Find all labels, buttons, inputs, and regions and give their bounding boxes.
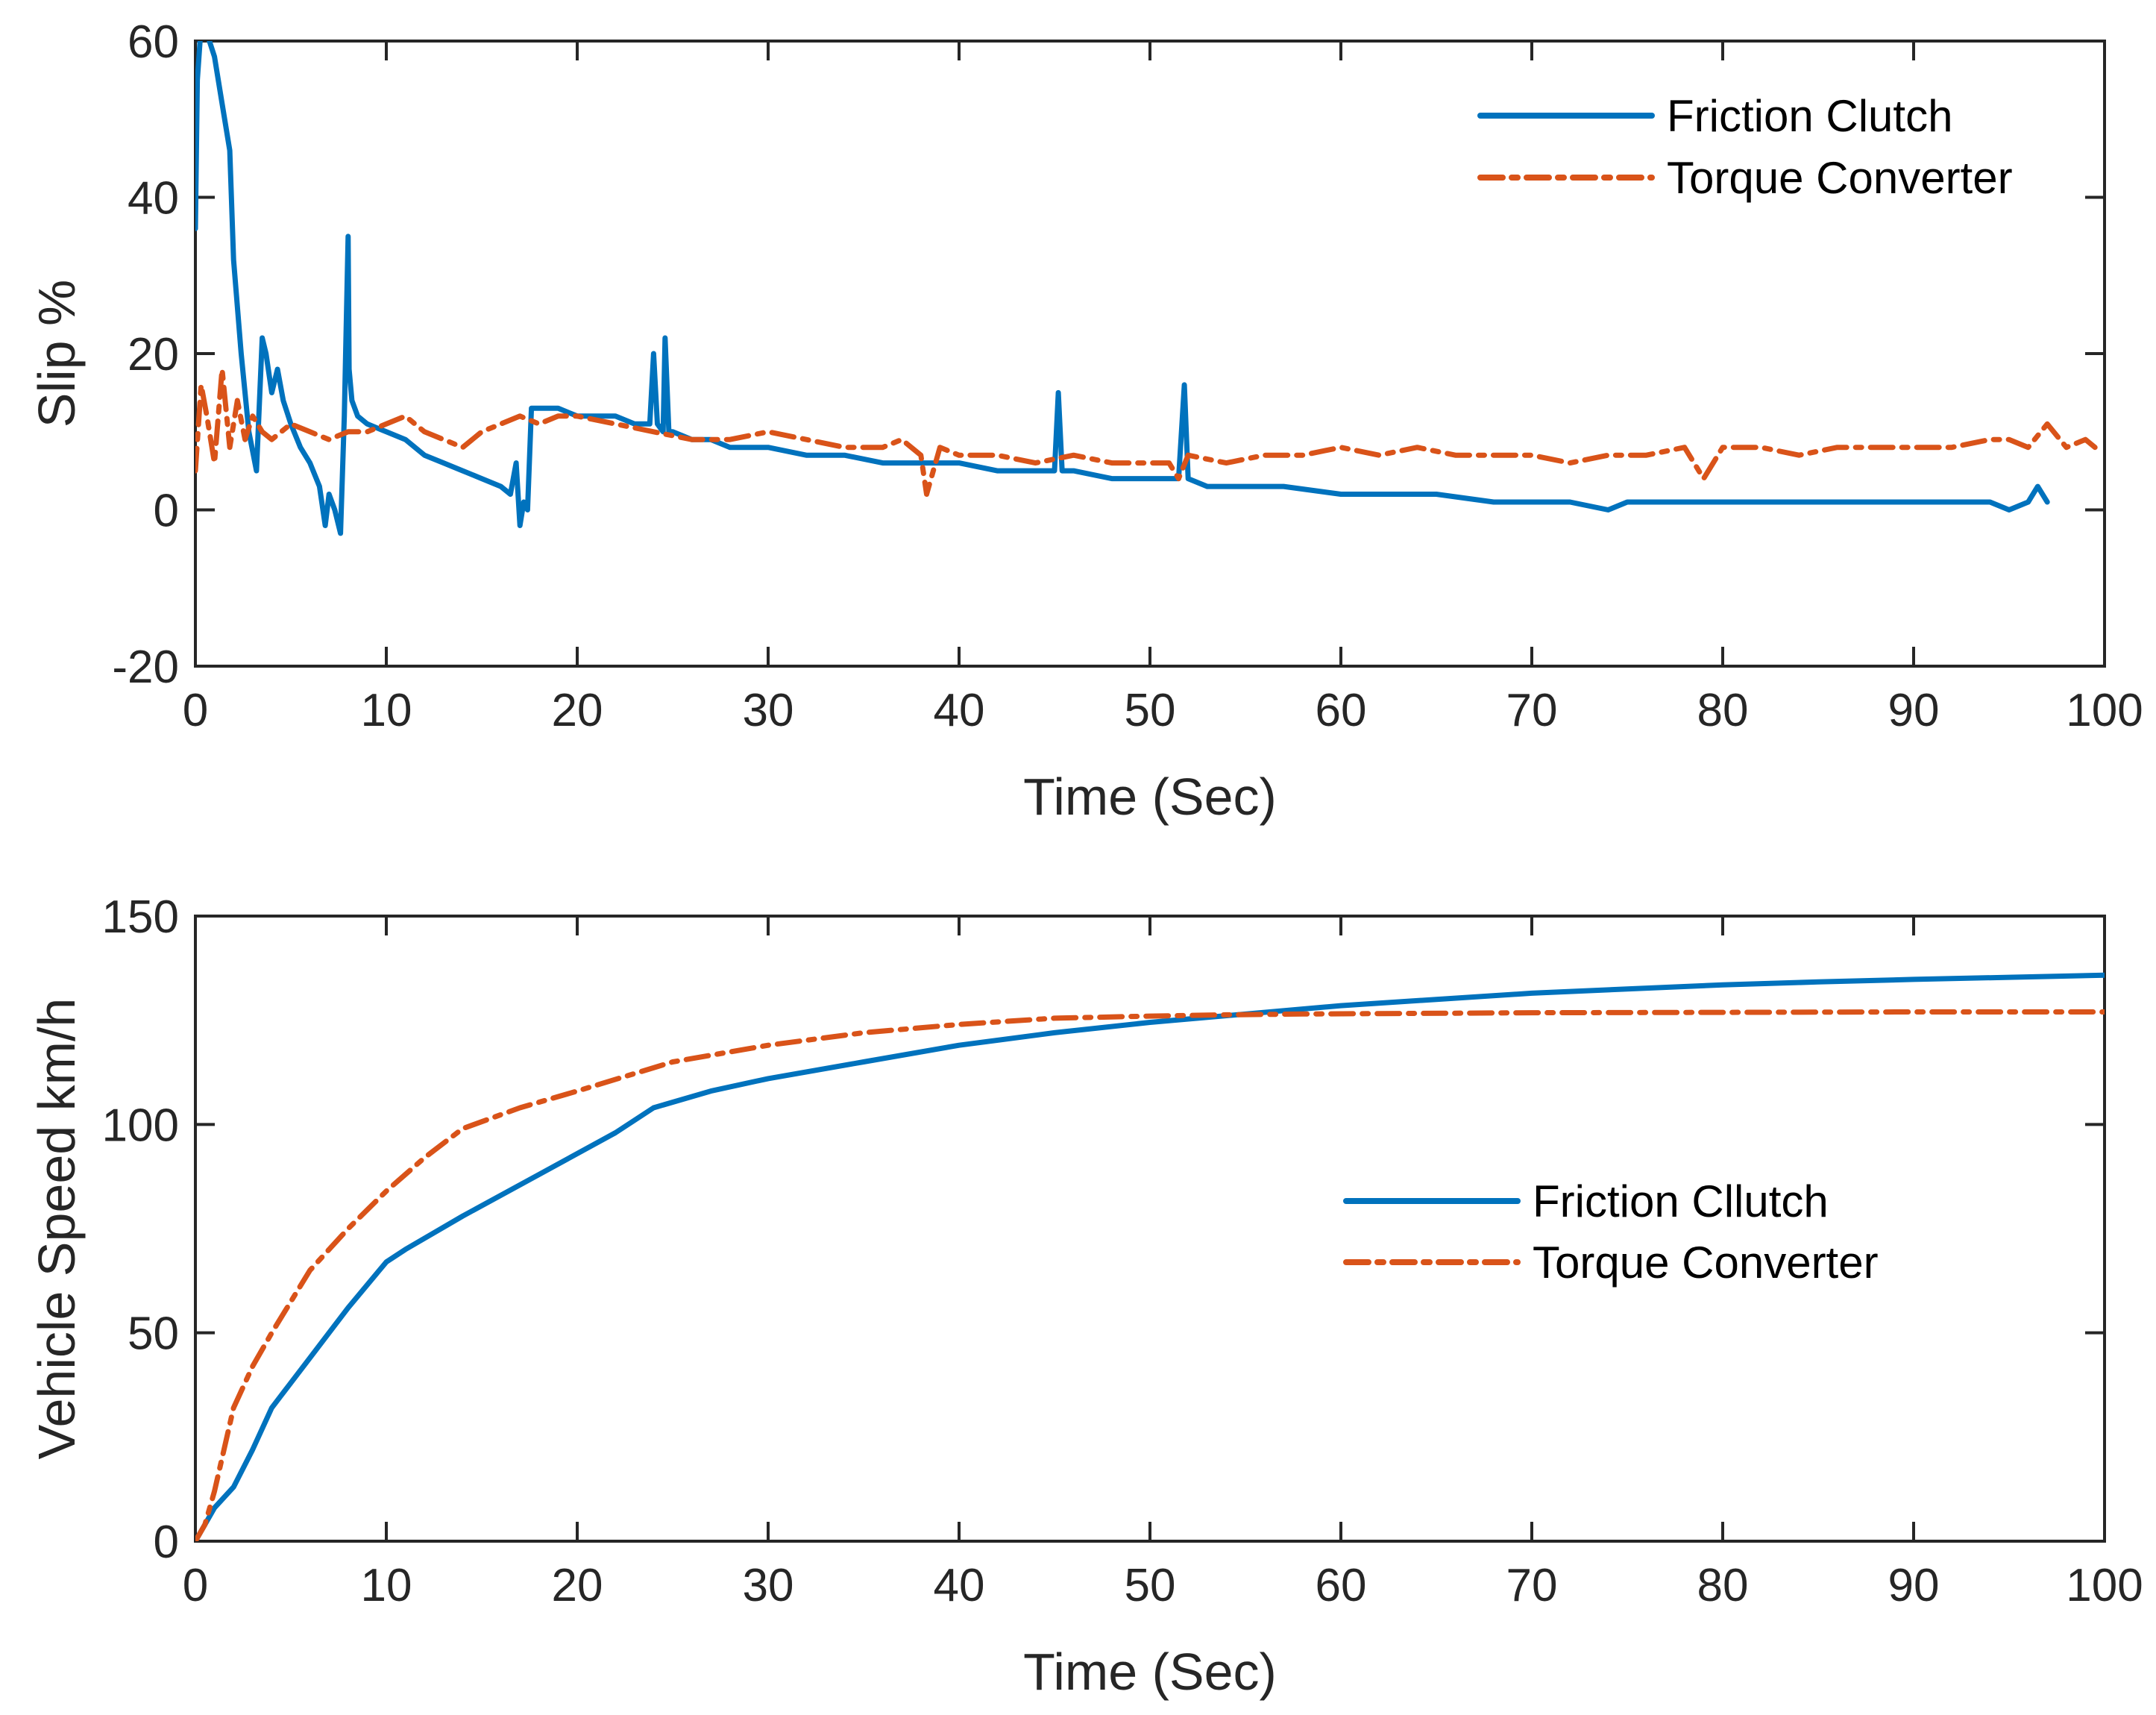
speed-x-tick-label: 0 (183, 1560, 208, 1611)
speed-x-tick-label: 100 (2066, 1560, 2143, 1611)
slip-x-tick-label: 50 (1125, 685, 1176, 736)
slip-x-tick-label: 90 (1888, 685, 1940, 736)
speed-series-friction-clutch-line (195, 972, 2105, 1541)
slip-x-tick-label: 30 (743, 685, 794, 736)
speed-x-tick-label: 70 (1506, 1560, 1558, 1611)
slip-legend-friction-label: Friction Clutch (1667, 91, 1952, 141)
slip-x-tick-label: 80 (1697, 685, 1749, 736)
speed-x-tick-label: 50 (1125, 1560, 1176, 1611)
speed-ticks: 0 10 20 30 40 50 60 70 80 90 100 0 50 100 150 (102, 891, 2143, 1611)
slip-y-tick-label: -20 (112, 642, 179, 693)
speed-x-tick-label: 90 (1888, 1560, 1940, 1611)
slip-y-tick-label: 40 (128, 173, 179, 225)
speed-y-tick-label: 150 (102, 891, 179, 943)
slip-x-tick-label: 100 (2066, 685, 2143, 736)
slip-x-tick-label: 60 (1316, 685, 1367, 736)
speed-y-axis-label: Vehicle Speed km/h (28, 998, 86, 1460)
speed-y-tick-label: 0 (154, 1517, 179, 1568)
speed-x-tick-label: 10 (361, 1560, 412, 1611)
slip-y-tick-label: 0 (154, 486, 179, 537)
speed-x-tick-label: 80 (1697, 1560, 1749, 1611)
slip-legend: Friction Clutch Torque Converter (1477, 91, 2013, 203)
slip-y-axis-label: Slip % (28, 280, 86, 427)
slip-x-tick-label: 20 (552, 685, 603, 736)
speed-plot-area (194, 915, 2106, 1543)
speed-legend-friction-label: Friction Cllutch (1533, 1176, 1829, 1226)
speed-x-tick-label: 60 (1316, 1560, 1367, 1611)
speed-x-tick-label: 30 (743, 1560, 794, 1611)
slip-x-axis-label: Time (Sec) (1023, 768, 1277, 826)
speed-legend: Friction Cllutch Torque Converter (1343, 1176, 1879, 1288)
slip-x-tick-label: 70 (1506, 685, 1558, 736)
speed-x-tick-label: 20 (552, 1560, 603, 1611)
slip-series-friction-clutch-line (195, 41, 2050, 536)
slip-y-tick-label: 20 (128, 329, 179, 380)
speed-y-tick-label: 100 (102, 1100, 179, 1151)
speed-x-tick-label: 40 (934, 1560, 985, 1611)
slip-series (195, 41, 2098, 536)
slip-series-torque-converter-line (195, 366, 2098, 497)
speed-chart: 0 10 20 30 40 50 60 70 80 90 100 0 50 100 150 Time (Se… (28, 891, 2143, 1701)
slip-x-tick-label: 10 (361, 685, 412, 736)
speed-y-tick-label: 50 (128, 1308, 179, 1360)
speed-legend-torque-label: Torque Converter (1533, 1238, 1879, 1288)
speed-series (195, 972, 2105, 1541)
slip-x-tick-label: 0 (183, 685, 208, 736)
slip-y-tick-label: 60 (128, 16, 179, 68)
speed-x-axis-label: Time (Sec) (1023, 1643, 1277, 1701)
slip-x-tick-label: 40 (934, 685, 985, 736)
speed-series-torque-converter-line (195, 1009, 2105, 1541)
slip-legend-torque-label: Torque Converter (1667, 153, 2013, 203)
